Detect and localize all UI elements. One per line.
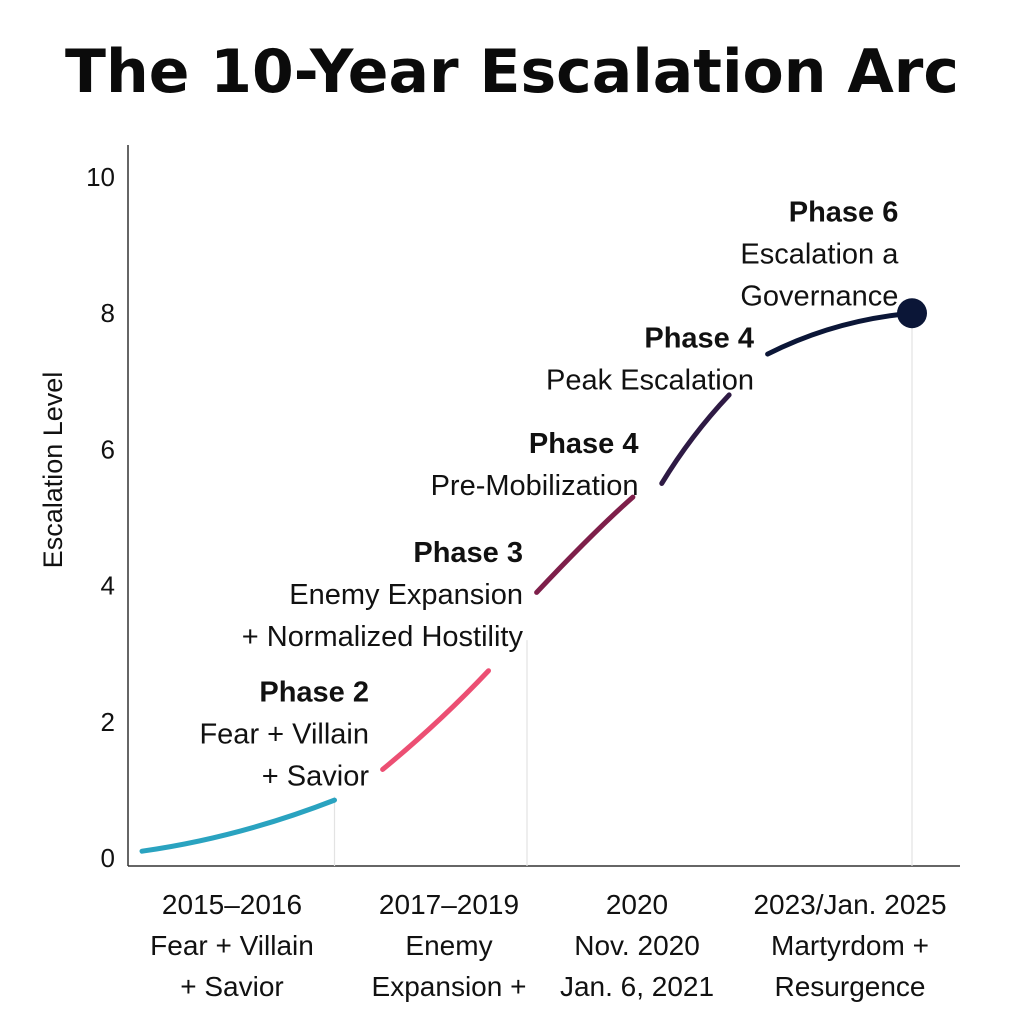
y-tick-label: 8 (101, 298, 115, 328)
axes (127, 145, 960, 867)
phase-annotation-title: Phase 6 (789, 196, 899, 228)
phase-annotation-text: + Savior (262, 760, 370, 792)
x-category-label: Jan. 6, 2021 (560, 971, 714, 1002)
escalation-line (139, 298, 927, 854)
phase-annotation-title: Phase 4 (644, 322, 754, 354)
y-axis-label: Escalation Level (38, 372, 68, 569)
y-tick-label: 10 (86, 162, 115, 192)
phase-annotation-text: + Normalized Hostility (242, 621, 524, 653)
line-segment (534, 494, 636, 595)
line-segment (659, 392, 732, 486)
y-tick-labels: 0 2 4 6 8 10 (86, 162, 115, 873)
x-category-label: 2017–2019 (379, 889, 519, 920)
y-tick-label: 0 (101, 843, 115, 873)
line-segment (380, 668, 491, 772)
x-category-label: 2023/Jan. 2025 (753, 889, 946, 920)
phase-annotation-title: Phase 2 (259, 676, 369, 708)
phase-annotation-text: Pre-Mobilization (431, 470, 639, 502)
phase-annotations: Phase 2 Fear + Villain + Savior Phase 3 Enem… (199, 196, 899, 792)
x-category-label: Fear + Villain (150, 930, 314, 961)
phase-annotation-title: Phase 4 (529, 428, 639, 460)
x-category-label: 2015–2016 (162, 889, 302, 920)
x-category-label: Enemy (405, 930, 492, 961)
x-category-labels: 2015–2016 Fear + Villain + Savior 2017–2019… (150, 889, 946, 1002)
x-category-label: + Savior (180, 971, 284, 1002)
y-tick-label: 6 (101, 434, 115, 464)
x-category-label: Martyrdom + (771, 930, 929, 961)
y-tick-label: 4 (101, 571, 115, 601)
x-category-label: Expansion + (372, 971, 527, 1002)
x-category-label: Resurgence (775, 971, 926, 1002)
chart-title: The 10-Year Escalation Arc (65, 37, 959, 107)
phase-annotation-title: Phase 3 (413, 537, 523, 569)
x-category-label: 2020 (606, 889, 668, 920)
phase-annotation-text: Escalation a (740, 238, 899, 270)
x-category-label: Nov. 2020 (574, 930, 700, 961)
end-point-marker (897, 298, 927, 329)
phase-annotation-text: Fear + Villain (199, 718, 369, 750)
line-segment (765, 310, 915, 357)
phase-annotation-text: Governance (740, 280, 898, 312)
phase-annotation-text: Peak Escalation (546, 364, 754, 396)
y-tick-label: 2 (101, 707, 115, 737)
phase-annotation-text: Enemy Expansion (289, 579, 523, 611)
line-segment (139, 797, 337, 854)
